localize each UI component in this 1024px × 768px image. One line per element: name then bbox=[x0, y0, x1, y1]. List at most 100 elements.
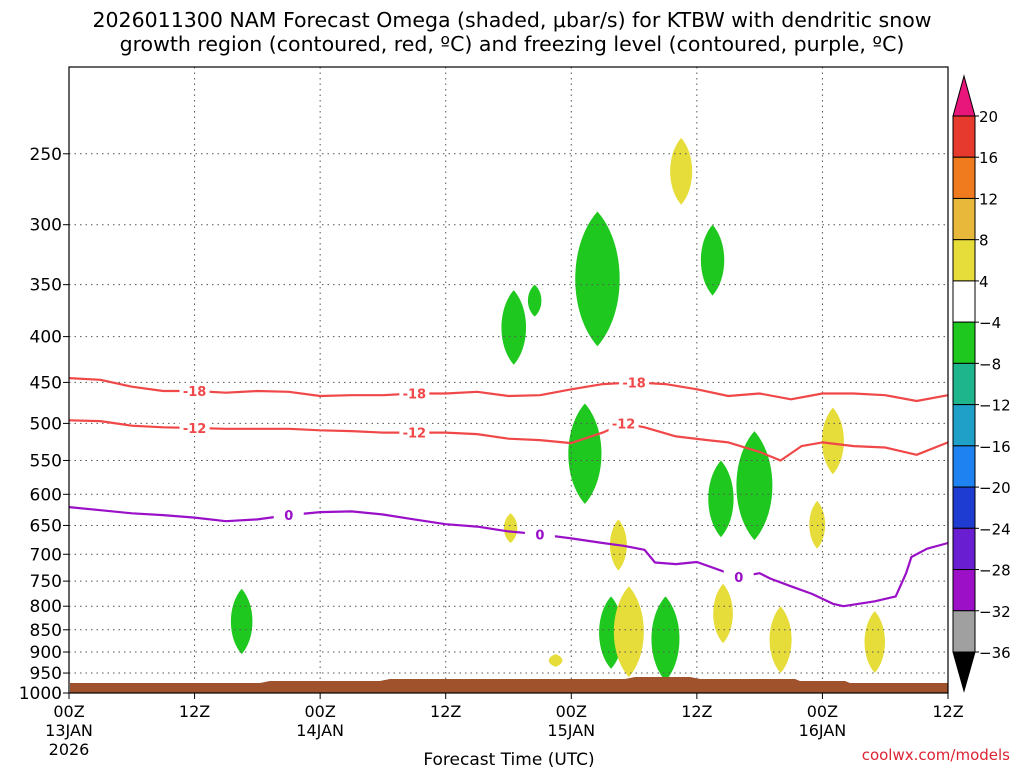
x-tick-label-60: 12Z bbox=[681, 702, 712, 721]
omega-region-11 bbox=[670, 137, 693, 205]
terrain-layer bbox=[70, 677, 948, 693]
x-year-label-0: 2026 bbox=[49, 740, 90, 759]
contour-label--12-2: -12 bbox=[612, 417, 636, 432]
colorbar-box-9 bbox=[952, 445, 976, 488]
colorbar-label-0: 20 bbox=[979, 108, 998, 126]
x-tick-label-36: 12Z bbox=[430, 702, 461, 721]
colorbar-box-1 bbox=[952, 115, 976, 158]
omega-region-20 bbox=[548, 654, 563, 667]
y-tick-label-850: 850 bbox=[30, 621, 62, 641]
x-tick-label-24: 00Z bbox=[304, 702, 335, 721]
omega-shading-layer bbox=[230, 137, 885, 682]
contour-label-bg-0-0 bbox=[273, 507, 304, 524]
omega-region-19 bbox=[864, 611, 885, 674]
y-tick-label-400: 400 bbox=[30, 328, 62, 348]
contour-label--18-1: -18 bbox=[403, 387, 427, 402]
colorbar-label-5: −4 bbox=[979, 314, 1001, 332]
omega-region-15 bbox=[809, 500, 826, 549]
omega-region-1 bbox=[230, 588, 253, 655]
y-tick-label-300: 300 bbox=[30, 216, 62, 236]
y-tick-label-800: 800 bbox=[30, 597, 62, 617]
omega-region-5 bbox=[568, 403, 602, 504]
colorbar-label-1: 16 bbox=[979, 149, 998, 167]
colorbar-label-12: −32 bbox=[979, 603, 1011, 621]
contour-label--18-2: -18 bbox=[622, 376, 646, 391]
terrain-ground-band bbox=[70, 677, 948, 693]
y-tick-label-450: 450 bbox=[30, 373, 62, 393]
y-tick-label-650: 650 bbox=[30, 516, 62, 536]
colorbar-box-13 bbox=[952, 610, 976, 653]
x-tick-label-84: 12Z bbox=[932, 702, 963, 721]
chart-title: 2026011300 NAM Forecast Omega (shaded, μ… bbox=[0, 8, 1024, 56]
chart-title-line2: growth region (contoured, red, ºC) and f… bbox=[119, 32, 905, 56]
credit-text: coolwx.com/models bbox=[861, 746, 1010, 764]
colorbar-label-13: −36 bbox=[979, 644, 1011, 662]
colorbar-box-3 bbox=[952, 197, 976, 241]
colorbar-label-8: −16 bbox=[979, 438, 1011, 456]
colorbar-label-10: −24 bbox=[979, 520, 1011, 538]
x-date-label-48: 15JAN bbox=[547, 721, 595, 740]
y-tick-label-750: 750 bbox=[30, 572, 62, 592]
y-axis: 2503003504004505005506006507007508008509… bbox=[19, 145, 69, 704]
y-tick-label-1000: 1000 bbox=[19, 684, 62, 704]
contour-label--12-0: -12 bbox=[183, 422, 207, 437]
colorbar-label-4: 4 bbox=[979, 273, 989, 291]
contour-label-0-2: 0 bbox=[734, 571, 743, 586]
contour-label-bg--18-2 bbox=[619, 374, 650, 391]
omega-region-7 bbox=[708, 460, 734, 538]
colorbar-label-3: 8 bbox=[979, 232, 989, 250]
y-tick-label-600: 600 bbox=[30, 485, 62, 505]
omega-region-2 bbox=[501, 290, 527, 365]
x-axis-label: Forecast Time (UTC) bbox=[423, 750, 594, 768]
contour-label-bg-0-2 bbox=[723, 568, 754, 585]
plot-frame bbox=[68, 66, 949, 694]
colorbar-label-7: −12 bbox=[979, 397, 1011, 415]
omega-region-16 bbox=[713, 583, 733, 644]
colorbar-box-8 bbox=[952, 404, 976, 447]
colorbar-label-11: −28 bbox=[979, 562, 1011, 580]
omega-region-10 bbox=[651, 596, 680, 682]
colorbar-box-5 bbox=[952, 280, 976, 323]
colorbar-box-10 bbox=[952, 486, 976, 529]
chart-title-line1: 2026011300 NAM Forecast Omega (shaded, μ… bbox=[92, 8, 932, 32]
y-tick-label-250: 250 bbox=[30, 145, 62, 165]
colorbar-label-2: 12 bbox=[979, 190, 998, 208]
colorbar-box-7 bbox=[952, 362, 976, 406]
y-tick-label-900: 900 bbox=[30, 643, 62, 663]
omega-region-4 bbox=[575, 211, 620, 347]
colorbar-label-9: −20 bbox=[979, 479, 1011, 497]
y-tick-label-550: 550 bbox=[30, 451, 62, 471]
contour-label-bg-0-1 bbox=[524, 526, 555, 543]
x-tick-label-0: 00Z bbox=[53, 702, 84, 721]
colorbar-box-2 bbox=[952, 156, 976, 199]
contour-label-bg--12-2 bbox=[608, 415, 639, 432]
colorbar-bottom-arrow bbox=[952, 651, 976, 693]
x-date-label-0: 13JAN bbox=[45, 721, 93, 740]
omega-region-14 bbox=[821, 407, 844, 475]
x-date-label-72: 16JAN bbox=[799, 721, 847, 740]
colorbar-box-11 bbox=[952, 527, 976, 571]
contour-label-bg--18-1 bbox=[399, 385, 430, 402]
contour-layer: -18 -18 -18 -12 -12 -12 0 0 0 bbox=[68, 374, 949, 608]
contour-label--12-1: -12 bbox=[403, 427, 427, 442]
y-tick-label-950: 950 bbox=[30, 664, 62, 684]
colorbar-box-6 bbox=[952, 321, 976, 364]
omega-region-12 bbox=[503, 513, 518, 543]
contour-label-bg--18-0 bbox=[179, 382, 210, 399]
contour-label--18-0: -18 bbox=[183, 385, 207, 400]
x-date-label-24: 14JAN bbox=[296, 721, 344, 740]
x-tick-label-12: 12Z bbox=[179, 702, 210, 721]
colorbar: 20 16 12 8 4 −4 −8 −12 −16 −20 −24 −28 −32 −36 bbox=[952, 74, 1011, 693]
contour-line--18 bbox=[68, 377, 949, 403]
contour-label-0-0: 0 bbox=[284, 509, 293, 524]
x-tick-label-48: 00Z bbox=[556, 702, 587, 721]
y-tick-label-350: 350 bbox=[30, 276, 62, 296]
colorbar-box-4 bbox=[952, 239, 976, 282]
colorbar-label-6: −8 bbox=[979, 355, 1001, 373]
contour-line--12 bbox=[68, 419, 949, 462]
contour-line-0 bbox=[68, 506, 949, 608]
contour-label-0-1: 0 bbox=[535, 528, 544, 543]
colorbar-box-12 bbox=[952, 569, 976, 612]
